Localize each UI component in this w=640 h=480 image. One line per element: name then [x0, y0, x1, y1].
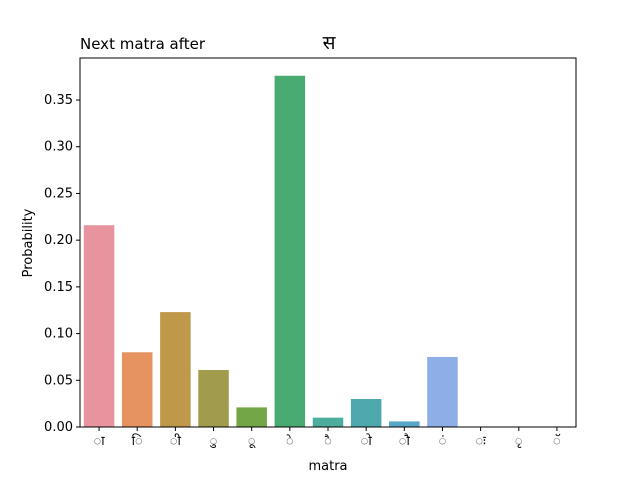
bar-6: [312, 417, 344, 427]
chart-title-center: स: [323, 32, 337, 54]
x-tick-label: ो: [361, 433, 373, 449]
y-tick-label: 0.35: [44, 93, 73, 108]
chart-title-left: Next matra after: [80, 35, 206, 53]
y-tick-label: 0.15: [44, 280, 73, 295]
x-axis-ticks: ािीुूेैोौंःृॅ: [94, 427, 561, 449]
y-tick-label: 0.30: [44, 140, 73, 155]
bar-4: [236, 407, 267, 427]
x-axis-label: matra: [308, 459, 347, 474]
bar-2: [160, 312, 191, 427]
bars-group: [83, 75, 458, 428]
bar-5: [274, 75, 306, 428]
bar-8: [389, 421, 420, 427]
x-tick-label: ी: [170, 433, 182, 449]
x-tick-label: ि: [132, 433, 143, 449]
x-tick-label: ृ: [515, 434, 523, 449]
y-tick-label: 0.00: [44, 420, 73, 435]
x-tick-label: े: [286, 434, 294, 449]
x-tick-label: ॅ: [553, 433, 561, 449]
x-tick-label: ै: [324, 434, 332, 449]
y-tick-label: 0.20: [44, 233, 73, 248]
x-tick-label: ं: [439, 434, 447, 449]
bar-9: [427, 356, 458, 427]
bar-0: [83, 225, 115, 427]
y-tick-label: 0.25: [44, 186, 73, 201]
x-tick-label: ौ: [399, 433, 411, 449]
y-axis-label: Probability: [21, 208, 36, 277]
bar-1: [121, 352, 153, 427]
bar-7: [350, 398, 382, 427]
y-axis-ticks: 0.00 0.05 0.10 0.15 0.20 0.25 0.30 0.35: [44, 93, 80, 435]
bar-3: [198, 370, 229, 427]
y-tick-label: 0.05: [44, 373, 73, 388]
x-tick-label: ु: [210, 434, 218, 449]
x-tick-label: ू: [248, 434, 256, 449]
y-tick-label: 0.10: [44, 327, 73, 342]
x-tick-label: ा: [94, 434, 106, 449]
x-tick-label: ः: [475, 434, 486, 449]
plot-frame: [79, 57, 577, 428]
